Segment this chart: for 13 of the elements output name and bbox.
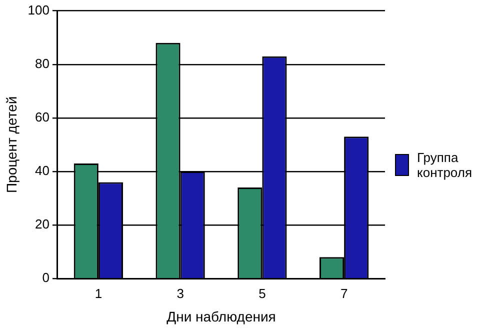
x-tick-label: 5 xyxy=(258,286,266,301)
y-tick-label: 0 xyxy=(42,270,50,286)
x-tick-label: 7 xyxy=(340,286,348,301)
y-tick-label: 100 xyxy=(28,2,50,18)
y-tick-label: 20 xyxy=(35,216,50,232)
x-tick-label: 3 xyxy=(176,286,184,301)
y-tick-label: 60 xyxy=(35,110,50,124)
y-tick-label: 40 xyxy=(35,163,50,178)
y-axis-title: Процент детей xyxy=(3,96,20,194)
legend-label: Группа контроля xyxy=(417,150,473,180)
x-tick-label: 1 xyxy=(94,286,102,301)
y-tick-label: 80 xyxy=(35,56,50,71)
x-axis-title: Дни наблюдения xyxy=(166,308,276,324)
